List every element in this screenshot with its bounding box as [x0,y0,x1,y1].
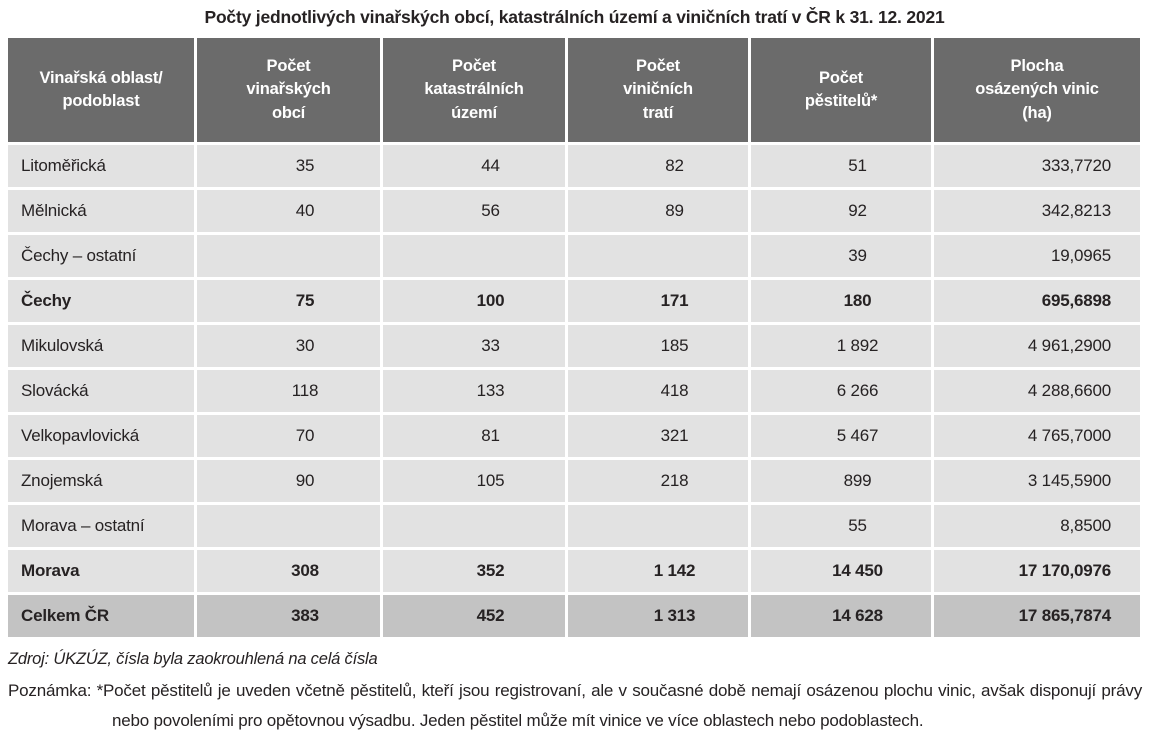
value-cell: 352 [383,550,565,592]
planted-area-cell: 4 765,7000 [934,415,1140,457]
value-cell: 14 628 [751,595,931,637]
planted-area-cell: 8,8500 [934,505,1140,547]
value-cell: 1 892 [751,325,931,367]
value-cell: 218 [568,460,748,502]
region-label: Mělnická [8,190,194,232]
table-row: Slovácká 118 133 418 6 266 4 288,6600 [8,370,1140,412]
table-body: Litoměřická 35 44 82 51 333,7720 Mělnická 40 56 8… [8,145,1140,637]
planted-area-cell: 3 145,5900 [934,460,1140,502]
value-cell: 100 [383,280,565,322]
planted-area-cell: 342,8213 [934,190,1140,232]
value-cell: 33 [383,325,565,367]
value-cell [383,235,565,277]
value-cell [568,235,748,277]
region-label: Slovácká [8,370,194,412]
footnote: Poznámka: *Počet pěstitelů je uveden vče… [8,676,1142,736]
value-cell: 6 266 [751,370,931,412]
value-cell: 56 [383,190,565,232]
value-cell [197,505,380,547]
value-cell: 89 [568,190,748,232]
planted-area-cell: 17 170,0976 [934,550,1140,592]
header-cell-region: Vinařská oblast/ podoblast [8,38,194,142]
value-cell: 308 [197,550,380,592]
value-cell: 1 142 [568,550,748,592]
value-cell: 133 [383,370,565,412]
value-cell: 118 [197,370,380,412]
value-cell: 5 467 [751,415,931,457]
value-cell: 383 [197,595,380,637]
header-cell-municipalities: Počet vinařských obcí [197,38,380,142]
region-label: Morava [8,550,194,592]
value-cell: 418 [568,370,748,412]
footnote-text: *Počet pěstitelů je uveden včetně pěstit… [91,681,1143,730]
region-label: Morava – ostatní [8,505,194,547]
header-cell-cadastral-areas: Počet katastrálních území [383,38,565,142]
value-cell: 171 [568,280,748,322]
value-cell [568,505,748,547]
value-cell: 35 [197,145,380,187]
planted-area-cell: 695,6898 [934,280,1140,322]
value-cell [383,505,565,547]
table-row: Morava – ostatní 55 8,8500 [8,505,1140,547]
table-row: Litoměřická 35 44 82 51 333,7720 [8,145,1140,187]
value-cell: 51 [751,145,931,187]
value-cell: 1 313 [568,595,748,637]
table-row: Znojemská 90 105 218 899 3 145,5900 [8,460,1140,502]
value-cell: 90 [197,460,380,502]
value-cell: 81 [383,415,565,457]
value-cell: 185 [568,325,748,367]
value-cell: 321 [568,415,748,457]
region-label: Znojemská [8,460,194,502]
header-cell-planted-area: Plocha osázených vinic (ha) [934,38,1140,142]
planted-area-cell: 19,0965 [934,235,1140,277]
source-note: Zdroj: ÚKZÚZ, čísla byla zaokrouhlená na… [8,650,378,668]
region-label: Mikulovská [8,325,194,367]
value-cell: 40 [197,190,380,232]
value-cell: 30 [197,325,380,367]
table-row: Čechy – ostatní 39 19,0965 [8,235,1140,277]
value-cell: 55 [751,505,931,547]
value-cell: 180 [751,280,931,322]
planted-area-cell: 333,7720 [934,145,1140,187]
region-label: Velkopavlovická [8,415,194,457]
region-label: Litoměřická [8,145,194,187]
header-row: Vinařská oblast/ podoblast Počet vinařsk… [8,38,1140,142]
value-cell: 75 [197,280,380,322]
table-row: Celkem ČR 383 452 1 313 14 628 17 865,7874 [8,595,1140,637]
table-row: Velkopavlovická 70 81 321 5 467 4 765,7000 [8,415,1140,457]
page-title: Počty jednotlivých vinařských obcí, kata… [204,7,945,27]
value-cell: 70 [197,415,380,457]
planted-area-cell: 4 961,2900 [934,325,1140,367]
region-label: Celkem ČR [8,595,194,637]
header-cell-growers: Počet pěstitelů* [751,38,931,142]
planted-area-cell: 17 865,7874 [934,595,1140,637]
table-row: Mělnická 40 56 89 92 342,8213 [8,190,1140,232]
table-row: Čechy 75 100 171 180 695,6898 [8,280,1140,322]
footnote-label: Poznámka: [8,681,92,700]
table-row: Mikulovská 30 33 185 1 892 4 961,2900 [8,325,1140,367]
value-cell [197,235,380,277]
value-cell: 44 [383,145,565,187]
value-cell: 899 [751,460,931,502]
header-cell-vineyard-tracks: Počet viničních tratí [568,38,748,142]
value-cell: 39 [751,235,931,277]
region-label: Čechy [8,280,194,322]
value-cell: 14 450 [751,550,931,592]
table-row: Morava 308 352 1 142 14 450 17 170,0976 [8,550,1140,592]
value-cell: 92 [751,190,931,232]
value-cell: 105 [383,460,565,502]
value-cell: 452 [383,595,565,637]
value-cell: 82 [568,145,748,187]
table-footer: Zdroj: ÚKZÚZ, čísla byla zaokrouhlená na… [8,650,1142,736]
planted-area-cell: 4 288,6600 [934,370,1140,412]
wine-regions-table: Vinařská oblast/ podoblast Počet vinařsk… [5,35,1143,640]
region-label: Čechy – ostatní [8,235,194,277]
